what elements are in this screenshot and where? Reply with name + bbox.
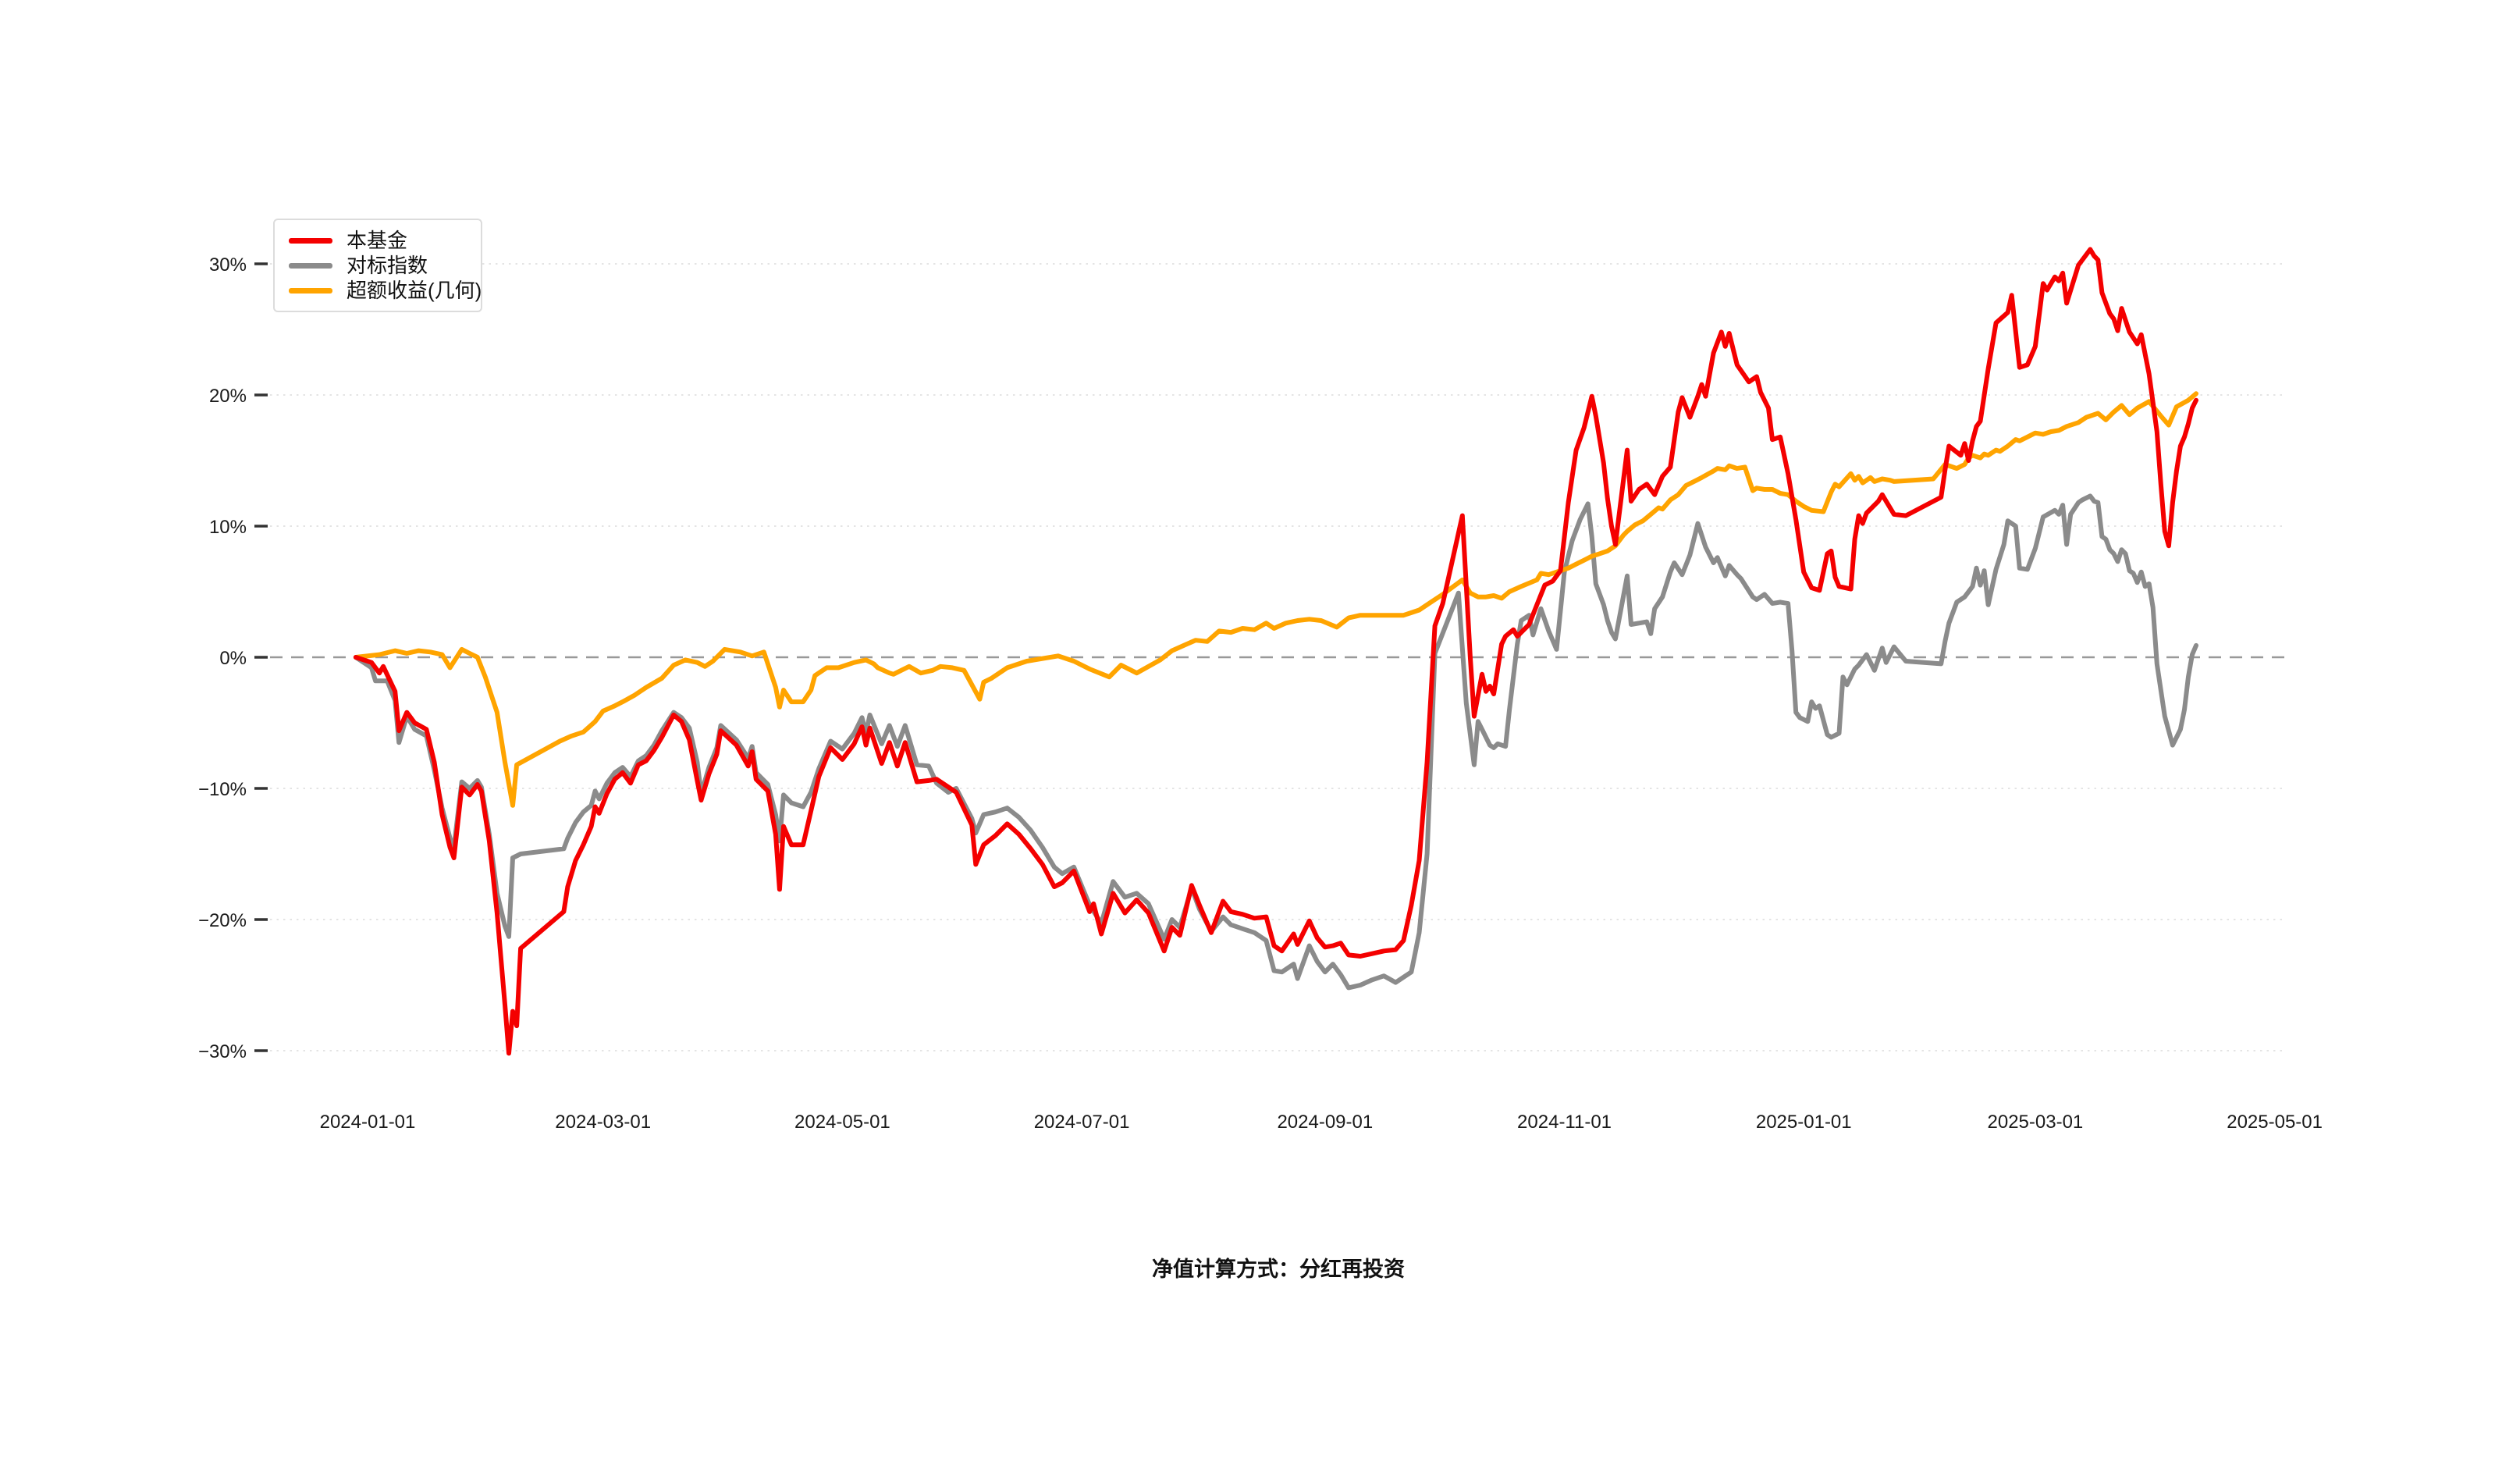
nav-calculation-footnote: 净值计算方式：分红再投资	[1152, 1258, 1405, 1281]
x-axis-label-2025-01-01: 2025-01-01	[1756, 1112, 1852, 1133]
legend-item-excess-return[interactable]: 超额收益(几何)	[289, 278, 482, 303]
x-axis-label-2024-11-01: 2024-11-01	[1517, 1112, 1612, 1133]
legend-item-fund[interactable]: 本基金	[289, 228, 481, 253]
y-axis-label-20%: 20%	[209, 386, 247, 407]
legend-label-fund: 本基金	[347, 229, 408, 252]
x-axis-label-2025-03-01: 2025-03-01	[1988, 1112, 2084, 1133]
legend-label-benchmark: 对标指数	[347, 254, 428, 277]
y-axis-label-−20%: −20%	[198, 910, 247, 931]
y-axis-label-0%: 0%	[219, 648, 247, 669]
y-axis-label-−10%: −10%	[198, 779, 247, 800]
chart-legend: 本基金 对标指数 超额收益(几何)	[273, 219, 482, 312]
x-axis-label-2024-09-01: 2024-09-01	[1277, 1112, 1373, 1133]
x-axis-label-2024-07-01: 2024-07-01	[1034, 1112, 1130, 1133]
y-axis-label-30%: 30%	[209, 254, 247, 276]
fund-line-swatch	[289, 237, 332, 244]
series-line-excess-return	[353, 391, 2198, 808]
series-line-fund	[353, 247, 2198, 1056]
x-axis-label-2025-05-01: 2025-05-01	[2227, 1112, 2323, 1133]
benchmark-line-swatch	[289, 262, 332, 269]
series-line-benchmark	[353, 493, 2198, 991]
x-axis-label-2024-03-01: 2024-03-01	[555, 1112, 651, 1133]
x-axis-label-2024-01-01: 2024-01-01	[320, 1112, 416, 1133]
legend-label-excess-return: 超额收益(几何)	[347, 279, 482, 302]
excess-return-line-swatch	[289, 287, 332, 294]
y-axis-label-10%: 10%	[209, 517, 247, 538]
x-axis-label-2024-05-01: 2024-05-01	[794, 1112, 890, 1133]
y-axis-label-−30%: −30%	[198, 1041, 247, 1062]
legend-item-benchmark[interactable]: 对标指数	[289, 253, 481, 278]
